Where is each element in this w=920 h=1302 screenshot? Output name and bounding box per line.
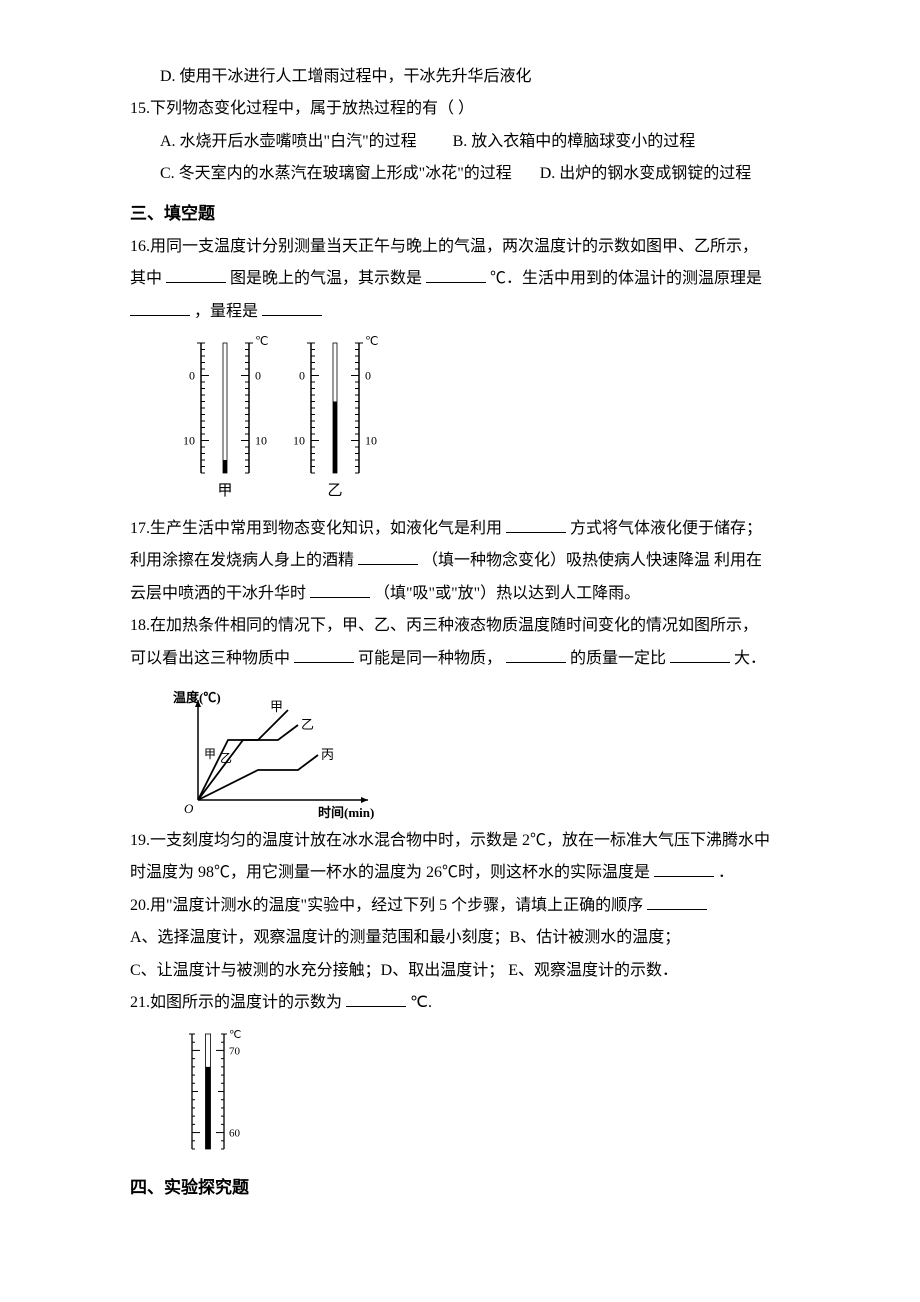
svg-text:甲: 甲 (217, 483, 232, 499)
q21-blank-1[interactable] (346, 990, 406, 1007)
section-3-heading: 三、填空题 (130, 198, 800, 230)
q16-line2: 其中 图是晚上的气温，其示数是 ℃．生活中用到的体温计的测温原理是 (130, 264, 800, 294)
q17-text-3: 利用涂擦在发烧病人身上的酒精 (130, 552, 354, 569)
q16-blank-3[interactable] (130, 299, 190, 316)
svg-text:0: 0 (255, 369, 261, 383)
q15-B: B. 放入衣箱中的樟脑球变小的过程 (453, 127, 696, 157)
q16-blank-2[interactable] (426, 266, 486, 283)
q21-text-1: 21.如图所示的温度计的示数为 (130, 994, 342, 1011)
q16-blank-1[interactable] (166, 266, 226, 283)
svg-text:甲: 甲 (204, 747, 216, 761)
q16-line3: ，量程是 (130, 297, 800, 327)
q16-text-5: ，量程是 (194, 303, 262, 320)
q20-line3: C、让温度计与被测的水充分接触；D、取出温度计； E、观察温度计的示数． (130, 956, 800, 986)
svg-text:0: 0 (189, 369, 195, 383)
svg-text:0: 0 (365, 369, 371, 383)
svg-text:0: 0 (299, 369, 305, 383)
svg-text:10: 10 (365, 434, 377, 448)
q16-blank-4[interactable] (262, 299, 322, 316)
q21-line: 21.如图所示的温度计的示数为 ℃. (130, 988, 800, 1018)
svg-text:乙: 乙 (301, 717, 314, 732)
q18-figure: 温度(℃)时间(min)O甲乙丙甲乙 (170, 680, 400, 820)
q17-blank-1[interactable] (506, 516, 566, 533)
q15-A: A. 水烧开后水壶嘴喷出"白汽"的过程 (160, 127, 417, 157)
q16-line1: 16.用同一支温度计分别测量当天正午与晚上的气温，两次温度计的示数如图甲、乙所示… (130, 232, 800, 262)
svg-text:℃: ℃ (255, 334, 268, 348)
svg-text:时间(min): 时间(min) (318, 805, 374, 820)
q15-options-row2: C. 冬天室内的水蒸汽在玻璃窗上形成"冰花"的过程 D. 出炉的钢水变成钢锭的过… (130, 159, 800, 189)
q15-D: D. 出炉的钢水变成钢锭的过程 (540, 159, 752, 189)
q19-text-1: 时温度为 98℃，用它测量一杯水的温度为 26℃时，则这杯水的实际温度是 (130, 864, 650, 881)
svg-text:70: 70 (229, 1046, 241, 1058)
q16-text-1: 其中 (130, 270, 166, 287)
q20-line2: A、选择温度计，观察温度计的测量范围和最小刻度；B、估计被测水的温度； (130, 923, 800, 953)
q17-line3: 云层中喷洒的干冰升华时 （填"吸"或"放"）热以达到人工降雨。 (130, 579, 800, 609)
q17-text-5: 云层中喷洒的干冰升华时 (130, 585, 306, 602)
q18-text-2: 可能是同一种物质， (358, 650, 502, 667)
svg-text:10: 10 (183, 434, 195, 448)
q16-text-2: 图是晚上的气温，其示数是 (230, 270, 426, 287)
q17-text-2: 方式将气体液化便于储存； (570, 520, 762, 537)
q17-text-6: （填"吸"或"放"）热以达到人工降雨。 (374, 585, 640, 602)
q17-blank-2[interactable] (358, 548, 418, 565)
q20-line1: 20.用"温度计测水的温度"实验中，经过下列 5 个步骤，请填上正确的顺序 (130, 891, 800, 921)
svg-text:温度(℃): 温度(℃) (173, 690, 221, 705)
q17-text-1: 17.生产生活中常用到物态变化知识，如液化气是利用 (130, 520, 502, 537)
q14-option-d: D. 使用干冰进行人工增雨过程中，干冰先升华后液化 (130, 62, 800, 92)
q21-figure: 70 60 ℃ (170, 1024, 270, 1164)
q16-figure: 0 0 10 10 ℃ 甲 0 0 10 10 ℃ 乙 (170, 333, 400, 508)
q18-text-3: 的质量一定比 (570, 650, 666, 667)
q19-line1: 19.一支刻度均匀的温度计放在冰水混合物中时，示数是 2℃，放在一标准大气压下沸… (130, 826, 800, 856)
q15-C: C. 冬天室内的水蒸汽在玻璃窗上形成"冰花"的过程 (160, 159, 512, 189)
q18-blank-2[interactable] (506, 646, 566, 663)
svg-text:℃: ℃ (229, 1029, 241, 1041)
q19-line2: 时温度为 98℃，用它测量一杯水的温度为 26℃时，则这杯水的实际温度是 ． (130, 858, 800, 888)
svg-text:10: 10 (293, 434, 305, 448)
q18-line1: 18.在加热条件相同的情况下，甲、乙、丙三种液态物质温度随时间变化的情况如图所示… (130, 611, 800, 641)
q19-text-2: ． (718, 864, 734, 881)
svg-text:℃: ℃ (365, 334, 378, 348)
svg-text:丙: 丙 (321, 747, 334, 762)
q19-blank-1[interactable] (654, 860, 714, 877)
q17-line1: 17.生产生活中常用到物态变化知识，如液化气是利用 方式将气体液化便于储存； (130, 514, 800, 544)
q17-text-4: （填一种物念变化）吸热使病人快速降温 利用在 (422, 552, 762, 569)
q18-blank-3[interactable] (670, 646, 730, 663)
q18-line2: 可以看出这三种物质中 可能是同一种物质， 的质量一定比 大． (130, 644, 800, 674)
svg-text:60: 60 (229, 1128, 241, 1140)
svg-text:乙: 乙 (220, 751, 232, 765)
q15-stem: 15.下列物态变化过程中，属于放热过程的有（ ） (130, 94, 800, 124)
svg-text:O: O (184, 801, 194, 816)
section-4-heading: 四、实验探究题 (130, 1172, 800, 1204)
q20-text-1: 20.用"温度计测水的温度"实验中，经过下列 5 个步骤，请填上正确的顺序 (130, 897, 647, 914)
svg-text:甲: 甲 (270, 699, 283, 714)
q15-options-row1: A. 水烧开后水壶嘴喷出"白汽"的过程 B. 放入衣箱中的樟脑球变小的过程 (130, 127, 800, 157)
q17-line2: 利用涂擦在发烧病人身上的酒精 （填一种物念变化）吸热使病人快速降温 利用在 (130, 546, 800, 576)
q21-text-2: ℃. (410, 994, 432, 1011)
svg-text:乙: 乙 (327, 483, 342, 499)
q18-text-4: 大． (734, 650, 766, 667)
q16-text-3: ℃．生活中用到的体温计的测温原理是 (490, 270, 762, 287)
q18-text-1: 可以看出这三种物质中 (130, 650, 290, 667)
q17-blank-3[interactable] (310, 581, 370, 598)
svg-text:10: 10 (255, 434, 267, 448)
q20-blank-1[interactable] (647, 893, 707, 910)
q18-blank-1[interactable] (294, 646, 354, 663)
